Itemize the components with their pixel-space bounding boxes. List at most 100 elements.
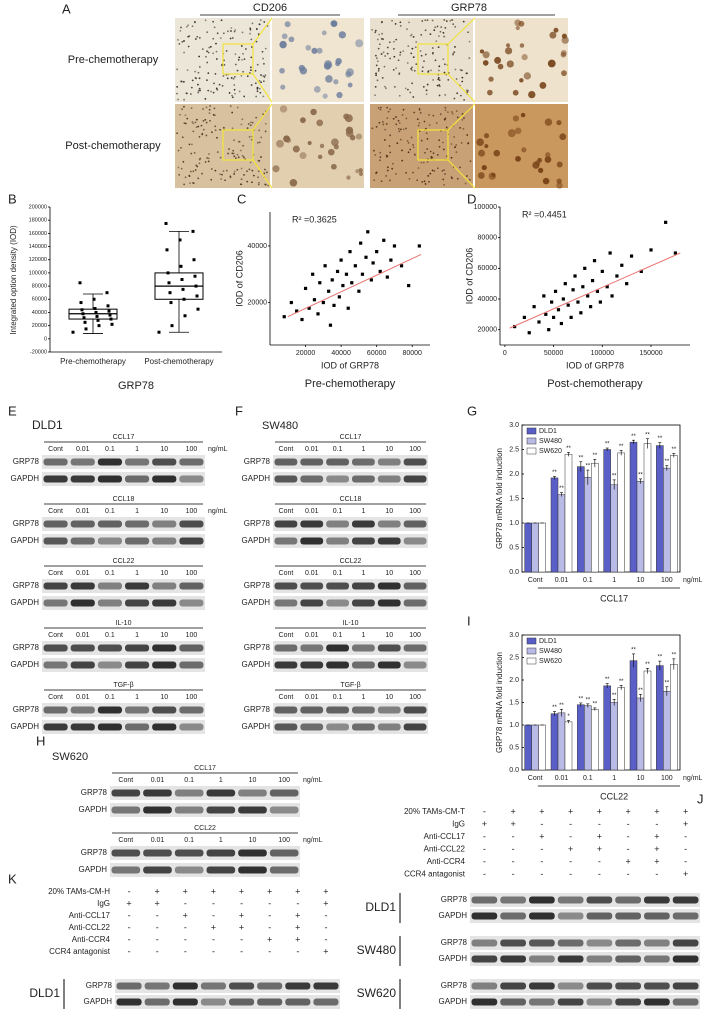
cell — [205, 121, 208, 124]
treatment-name: IgG — [452, 820, 465, 829]
y-tick-label: 20000 — [248, 299, 268, 306]
cell — [215, 50, 218, 53]
cell — [186, 117, 189, 120]
cell — [386, 106, 389, 109]
cell — [281, 33, 288, 40]
blot-band — [326, 706, 349, 714]
cell — [375, 72, 377, 75]
blot-band — [269, 806, 299, 814]
cell — [327, 148, 335, 156]
cell — [443, 35, 446, 38]
blot-band — [229, 998, 255, 1006]
cell — [198, 162, 201, 165]
blot-band — [326, 537, 349, 545]
cell — [256, 88, 259, 90]
bar — [643, 670, 652, 771]
cell — [219, 128, 222, 131]
cell — [214, 73, 217, 75]
y-tick-label: 0 — [44, 336, 47, 342]
point — [382, 238, 386, 242]
lane-label: 1 — [219, 777, 223, 784]
cell — [459, 166, 461, 169]
lane-label: 1 — [135, 508, 139, 515]
cell — [264, 47, 267, 50]
sign: + — [654, 856, 659, 866]
lane-label: 10 — [385, 570, 393, 577]
point — [615, 274, 619, 278]
blot-band — [179, 458, 204, 466]
point — [80, 308, 84, 312]
cell — [407, 45, 410, 48]
bar — [550, 713, 559, 771]
cell — [374, 31, 377, 34]
cell — [408, 177, 411, 180]
blot-band — [179, 582, 204, 590]
blot-band — [274, 644, 298, 652]
cell — [345, 126, 354, 134]
cell — [483, 133, 490, 139]
point — [561, 297, 565, 301]
cell — [386, 117, 389, 120]
point — [407, 283, 411, 288]
cell — [399, 24, 402, 27]
cell — [378, 121, 381, 124]
cell — [373, 149, 375, 152]
bar — [577, 466, 585, 573]
y-axis-label: IOD of CD206 — [234, 250, 244, 307]
blot-band — [377, 458, 401, 466]
cell — [537, 157, 542, 163]
y-tick-label: 60000 — [478, 265, 498, 272]
cell — [194, 38, 197, 40]
cell — [240, 45, 243, 47]
cell — [176, 132, 179, 135]
blot-band — [615, 912, 641, 920]
cell — [225, 169, 228, 172]
x-tick-label: 1 — [612, 577, 616, 584]
blot-band — [179, 537, 204, 545]
cell — [234, 53, 237, 56]
cell — [288, 36, 295, 43]
blot-band — [200, 982, 226, 990]
cell — [289, 179, 298, 187]
cell — [204, 97, 207, 100]
cell — [202, 128, 205, 131]
lane-label: Cont — [279, 508, 294, 515]
cell — [547, 59, 556, 68]
cell — [423, 180, 426, 183]
cell — [194, 121, 197, 124]
cell — [375, 171, 378, 174]
blot-band — [300, 458, 324, 466]
cell — [198, 87, 201, 90]
blot-band — [377, 723, 401, 731]
sign: - — [268, 946, 271, 956]
row-label: Post-chemotherapy — [65, 140, 161, 152]
cell — [256, 63, 259, 66]
blot-band — [274, 537, 298, 545]
cell — [212, 91, 215, 94]
lane-label: 0.1 — [333, 508, 343, 515]
cell — [426, 161, 429, 163]
lane-label: 10 — [160, 694, 168, 701]
cell — [381, 77, 384, 79]
cell — [234, 157, 237, 159]
significance: ** — [664, 459, 669, 465]
cell — [193, 152, 196, 154]
cell — [377, 107, 380, 109]
significance: ** — [559, 486, 564, 492]
cell — [231, 111, 234, 114]
sign: - — [540, 844, 543, 854]
blot-band — [672, 939, 699, 947]
cell — [264, 122, 267, 125]
cell — [184, 114, 187, 117]
lane-label: 100 — [186, 694, 198, 701]
cell — [207, 51, 210, 54]
blot-band — [43, 661, 68, 669]
cell — [481, 164, 487, 171]
row-label: GAPDH — [79, 865, 108, 874]
significance: ** — [631, 434, 636, 440]
point — [311, 272, 315, 276]
cell — [441, 170, 444, 172]
cell — [250, 56, 253, 59]
cell — [420, 139, 423, 142]
cell — [205, 55, 207, 58]
